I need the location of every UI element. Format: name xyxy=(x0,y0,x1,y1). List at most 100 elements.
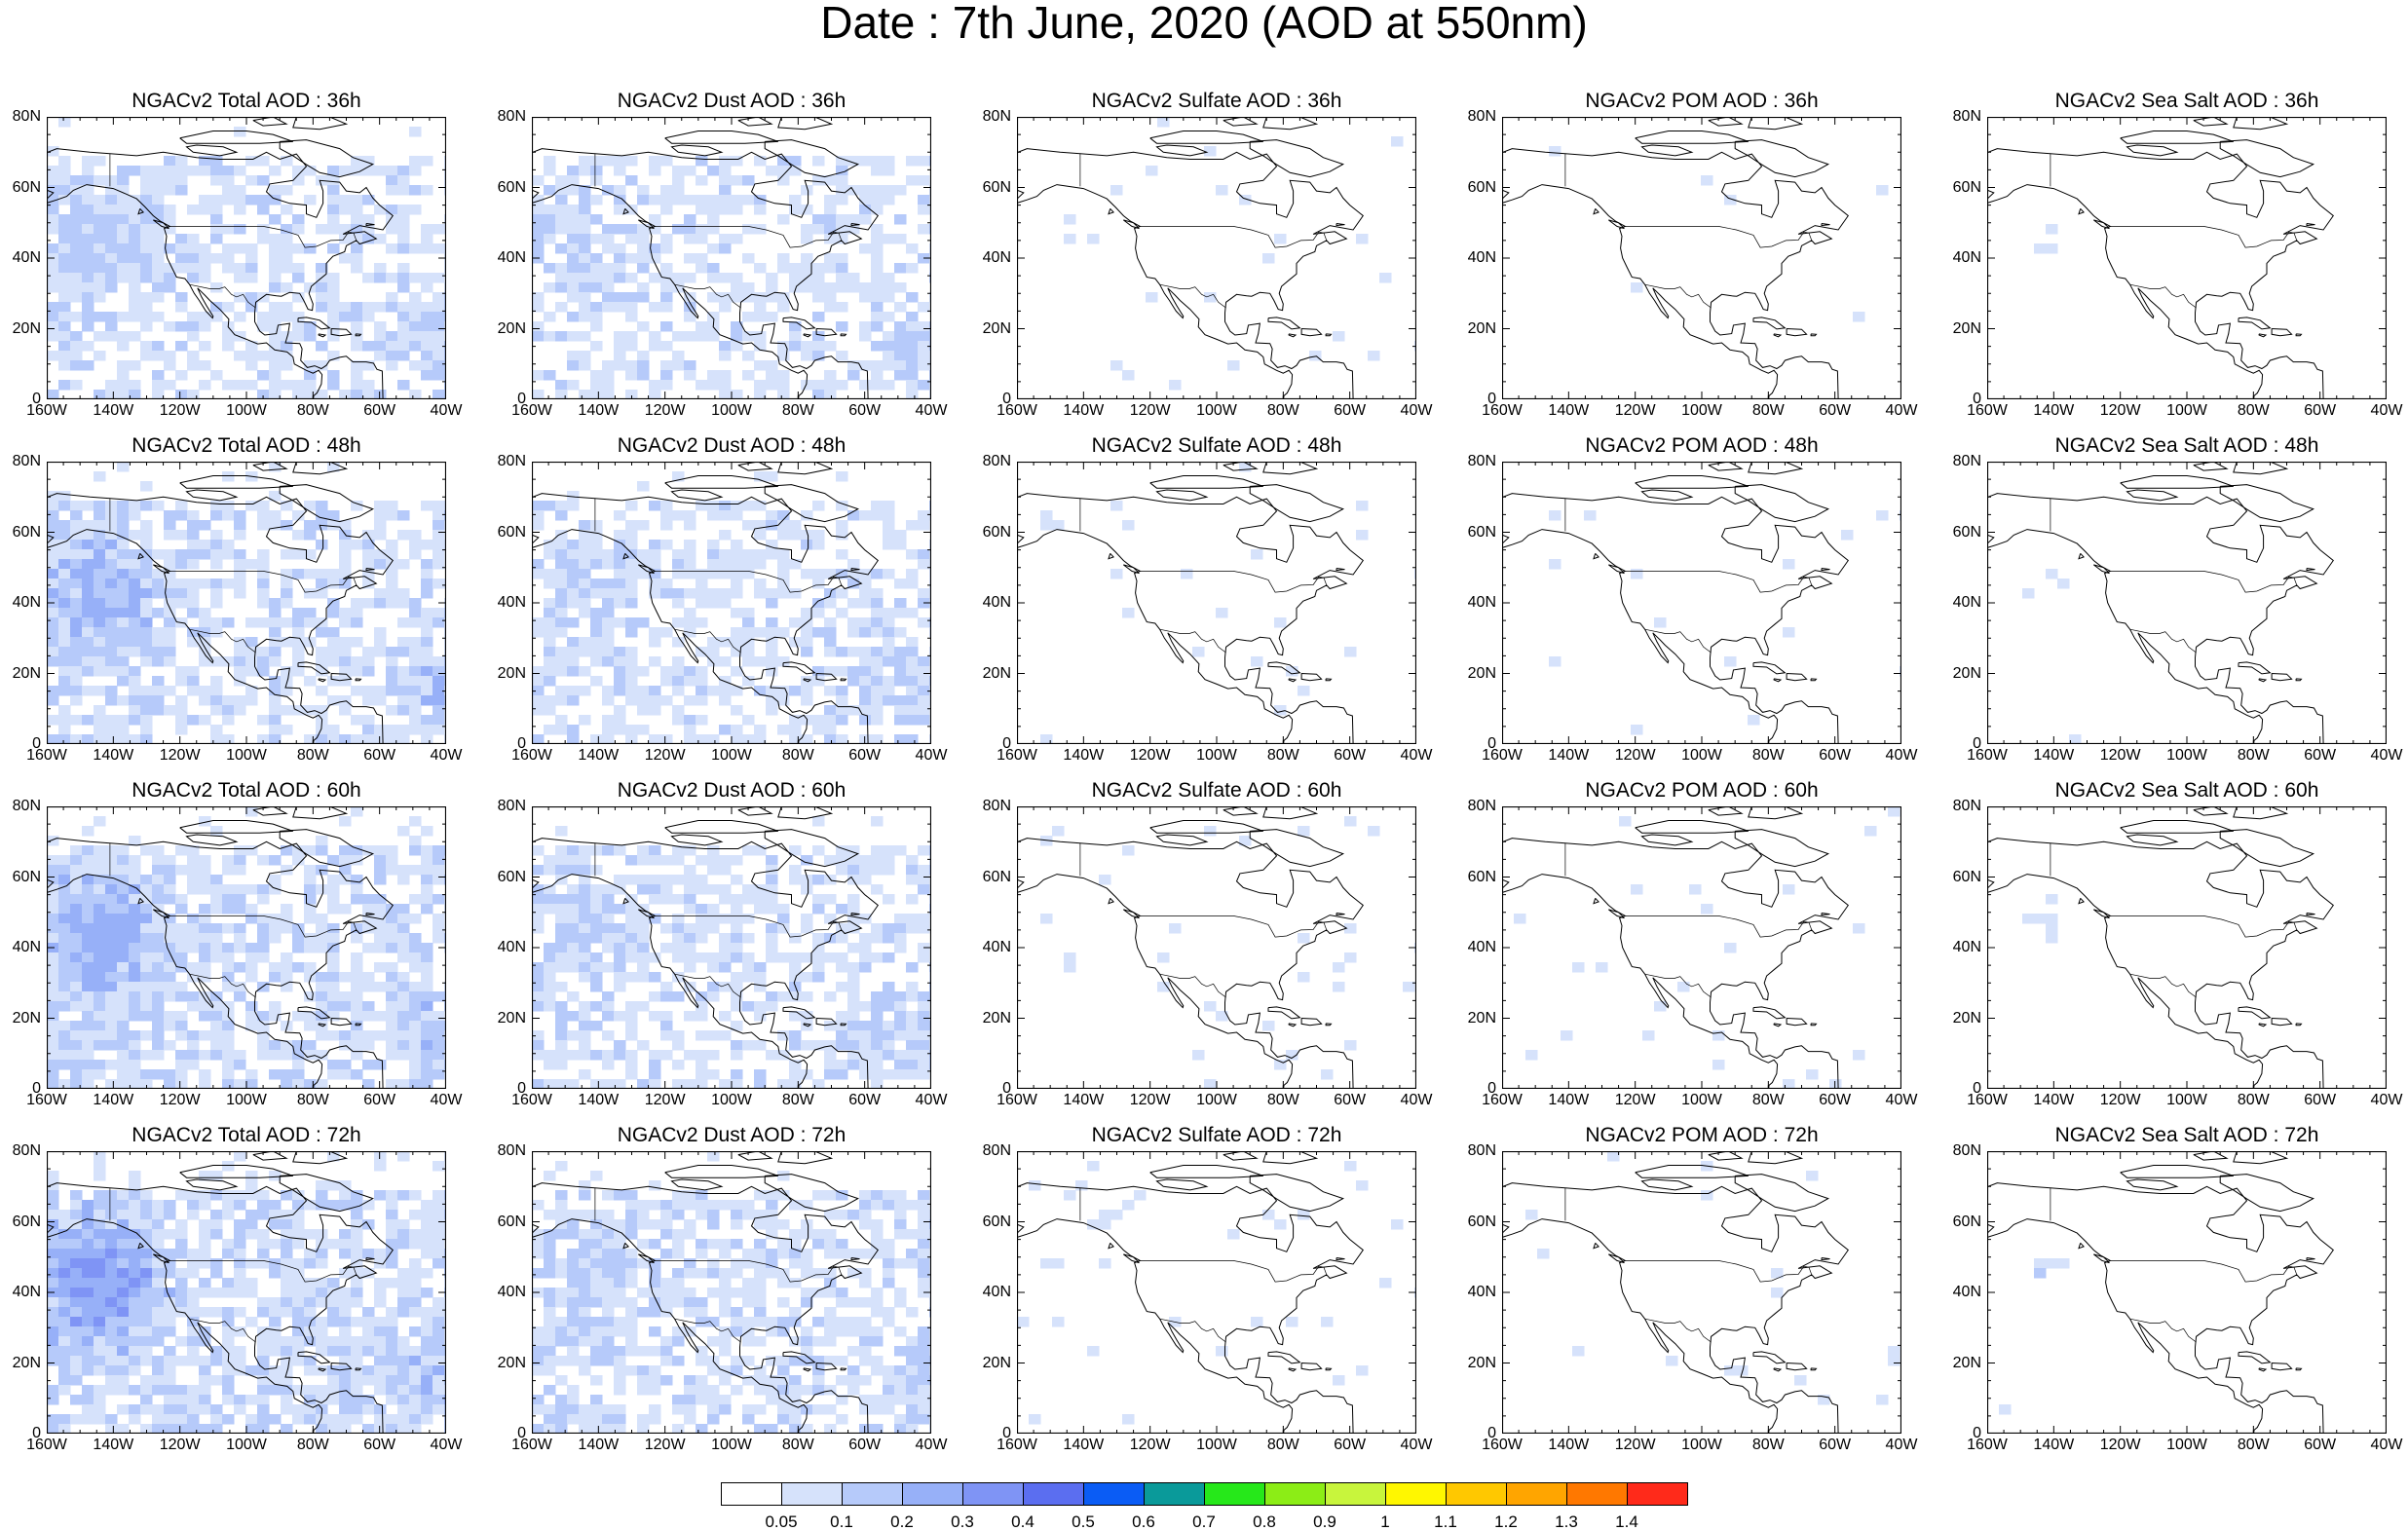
coastline xyxy=(1987,462,2334,744)
lon-tick-label: 140W xyxy=(578,747,620,764)
map-panel: NGACv2 Total AOD : 48h 80N 60N 40N 20N 0 160W 1… xyxy=(0,434,487,779)
lat-tick-label: 20N xyxy=(982,664,1011,682)
panel-title: NGACv2 POM AOD : 48h xyxy=(1585,434,1819,457)
map-panel: NGACv2 POM AOD : 48h 80N 60N 40N 20N 0 160W 140… xyxy=(1455,434,1942,779)
lat-tick-label: 40N xyxy=(1467,1284,1496,1300)
panel-title: NGACv2 Sulfate AOD : 48h xyxy=(1091,434,1342,457)
lat-tick-label: 80N xyxy=(1952,1142,1981,1159)
lon-tick-label: 40W xyxy=(2370,1437,2403,1453)
lon-tick-label: 80W xyxy=(296,747,329,764)
aod-shading xyxy=(1040,462,1416,744)
lon-tick-label: 140W xyxy=(2033,1092,2075,1108)
page-title: Date : 7th June, 2020 (AOD at 550nm) xyxy=(820,0,1588,48)
colorbar-label: 1.4 xyxy=(1615,1512,1638,1531)
lon-tick-label: 120W xyxy=(1129,1437,1171,1453)
lat-tick-label: 20N xyxy=(497,319,526,337)
lon-tick-label: 80W xyxy=(1266,1092,1299,1108)
lon-tick-label: 120W xyxy=(159,1092,201,1108)
lon-tick-label: 100W xyxy=(711,747,752,764)
colorbar-swatch xyxy=(902,1482,963,1506)
lon-tick-label: 40W xyxy=(1885,402,1918,419)
axis-ticks xyxy=(532,806,931,1089)
lon-tick-label: 40W xyxy=(1400,747,1433,764)
lon-tick-label: 160W xyxy=(1482,402,1523,419)
lat-tick-label: 0 xyxy=(1487,1425,1496,1441)
coastline xyxy=(532,1151,879,1434)
lat-tick-label: 60N xyxy=(12,178,41,196)
lon-tick-label: 120W xyxy=(159,1437,201,1453)
aod-shading xyxy=(532,1151,931,1434)
lon-tick-label: 80W xyxy=(2237,1092,2270,1108)
panel-title: NGACv2 Sulfate AOD : 36h xyxy=(1091,90,1342,112)
lon-tick-label: 60W xyxy=(1819,747,1852,764)
coastline xyxy=(1017,806,1364,1089)
map-panel: NGACv2 Total AOD : 72h 80N 60N 40N 20N 0 160W 1… xyxy=(0,1124,487,1469)
lon-tick-label: 80W xyxy=(2237,1437,2270,1453)
map-panel: NGACv2 Sulfate AOD : 72h 80N 60N 40N 20N 0 160… xyxy=(970,1124,1457,1469)
lon-tick-label: 40W xyxy=(2370,1092,2403,1108)
colorbar-swatch xyxy=(962,1482,1024,1506)
lat-tick-label: 60N xyxy=(982,523,1011,541)
lon-tick-label: 40W xyxy=(1400,1092,1433,1108)
aod-map xyxy=(1502,1151,1901,1434)
colorbar-swatch xyxy=(1083,1482,1145,1506)
lon-tick-label: 100W xyxy=(2166,1092,2207,1108)
axis-ticks xyxy=(47,1151,446,1434)
axis-ticks xyxy=(1987,117,2387,399)
coastline xyxy=(47,1151,394,1434)
axis-ticks xyxy=(47,806,446,1089)
lon-tick-label: 140W xyxy=(2033,402,2075,419)
lat-tick-label: 0 xyxy=(517,735,526,752)
aod-shading xyxy=(1549,146,1889,322)
axis-ticks xyxy=(47,462,446,744)
lat-tick-label: 60N xyxy=(1952,523,1981,541)
lon-tick-label: 60W xyxy=(2304,402,2337,419)
aod-shading xyxy=(532,471,931,744)
colorbar-swatch xyxy=(1627,1482,1688,1506)
aod-shading xyxy=(2034,224,2058,254)
aod-map xyxy=(47,117,446,399)
panel-title: NGACv2 Sea Salt AOD : 36h xyxy=(2054,90,2319,112)
lat-tick-label: 0 xyxy=(1973,735,1981,752)
lat-tick-label: 60N xyxy=(1467,1213,1496,1230)
lon-tick-label: 100W xyxy=(711,1092,752,1108)
map-panel: NGACv2 Sulfate AOD : 60h 80N 60N 40N 20N 0 160… xyxy=(970,779,1457,1124)
lon-tick-label: 60W xyxy=(1819,1092,1852,1108)
colorbar-label: 0.6 xyxy=(1132,1512,1155,1531)
coastline xyxy=(1987,806,2334,1089)
lon-tick-label: 80W xyxy=(1266,402,1299,419)
lat-tick-label: 60N xyxy=(497,868,526,885)
aod-map xyxy=(1502,806,1901,1089)
lon-tick-label: 60W xyxy=(1334,1437,1367,1453)
lat-tick-label: 80N xyxy=(1467,453,1496,469)
lon-tick-label: 40W xyxy=(2370,747,2403,764)
axis-ticks xyxy=(1987,462,2387,744)
lon-tick-label: 160W xyxy=(997,1092,1037,1108)
lon-tick-label: 60W xyxy=(363,402,396,419)
colorbar-label: 0.9 xyxy=(1313,1512,1336,1531)
lon-tick-label: 120W xyxy=(644,402,686,419)
lon-tick-label: 60W xyxy=(848,1437,882,1453)
lat-tick-label: 80N xyxy=(1952,798,1981,814)
lon-tick-label: 140W xyxy=(1548,1092,1590,1108)
lat-tick-label: 0 xyxy=(32,391,41,407)
lon-tick-label: 120W xyxy=(159,747,201,764)
lon-tick-label: 40W xyxy=(430,1437,463,1453)
coastline xyxy=(1017,1151,1364,1434)
axis-ticks xyxy=(1502,462,1901,744)
lat-tick-label: 60N xyxy=(1952,868,1981,885)
colorbar-swatch xyxy=(1264,1482,1326,1506)
lat-tick-label: 0 xyxy=(517,1080,526,1097)
colorbar-label: 0.4 xyxy=(1011,1512,1035,1531)
aod-shading xyxy=(1017,1161,1416,1425)
lon-tick-label: 60W xyxy=(848,747,882,764)
lon-tick-label: 80W xyxy=(781,1092,814,1108)
map-panel: NGACv2 POM AOD : 60h 80N 60N 40N 20N 0 160W 140… xyxy=(1455,779,1942,1124)
aod-map xyxy=(1987,1151,2387,1434)
colorbar-swatch xyxy=(1566,1482,1628,1506)
lon-tick-label: 100W xyxy=(711,402,752,419)
panel-title: NGACv2 Sulfate AOD : 72h xyxy=(1091,1124,1342,1146)
lon-tick-label: 160W xyxy=(1482,1437,1523,1453)
lat-tick-label: 60N xyxy=(1952,1213,1981,1230)
lon-tick-label: 160W xyxy=(997,747,1037,764)
